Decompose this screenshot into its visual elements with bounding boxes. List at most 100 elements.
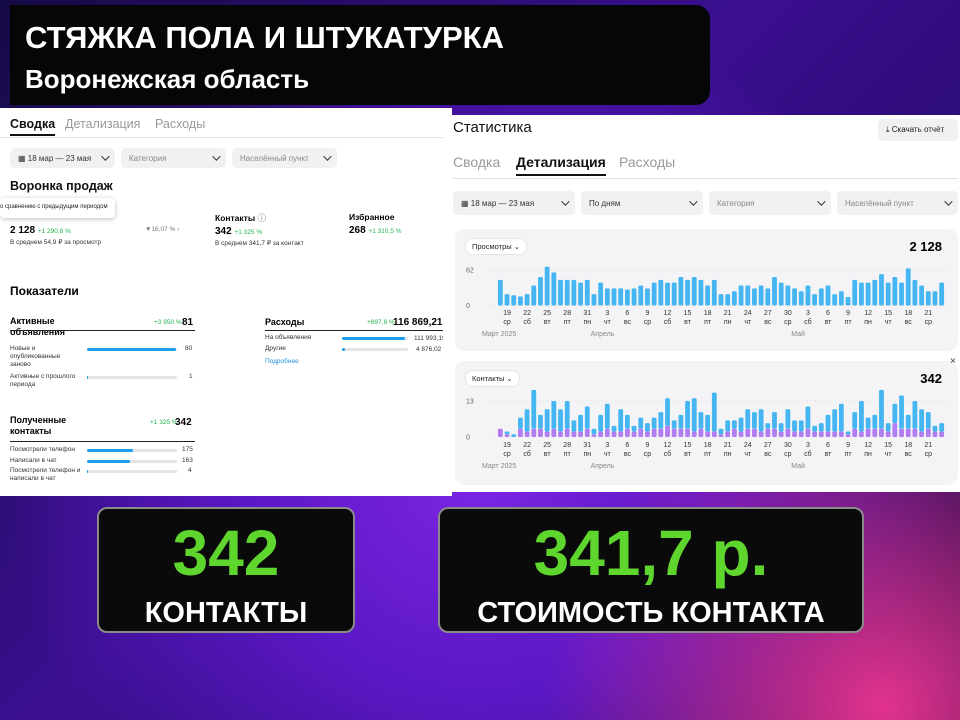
- x-tick-weekday: ср: [925, 319, 933, 326]
- close-icon[interactable]: ×: [950, 356, 956, 367]
- tab[interactable]: Детализация: [65, 117, 141, 131]
- bar-segment: [765, 423, 771, 429]
- tooltip: о сравнению с предыдущим периодом: [0, 198, 115, 218]
- bar-segment: [765, 428, 771, 437]
- change: +1 325 %: [150, 419, 178, 426]
- x-tick-weekday: чт: [885, 451, 893, 458]
- x-tick-weekday: вт: [825, 451, 833, 458]
- link[interactable]: Подробнее: [265, 358, 299, 365]
- bar-segment: [912, 428, 918, 437]
- divider: [10, 441, 195, 442]
- month-label: Март 2025: [482, 463, 516, 470]
- x-tick-label: 21: [924, 310, 932, 317]
- x-tick-label: 9: [645, 310, 649, 317]
- metric-value: 268 +1 310,5 %: [349, 225, 402, 236]
- x-tick-label: 30: [784, 442, 792, 449]
- x-tick-weekday: сб: [664, 450, 672, 458]
- x-tick-label: 12: [664, 442, 672, 449]
- bar-segment: [838, 431, 844, 437]
- x-tick-weekday: вс: [764, 451, 772, 458]
- bar: [765, 288, 771, 306]
- bar: [591, 294, 597, 306]
- filter[interactable]: Населённый пункт: [837, 191, 958, 215]
- filter[interactable]: ▦ 18 мар — 23 мая: [453, 191, 575, 215]
- bar-segment: [805, 406, 811, 429]
- bar: [671, 282, 677, 306]
- progress-fill: [87, 470, 89, 473]
- download-button[interactable]: ⤓ Скачать отчёт: [878, 119, 958, 141]
- x-tick-weekday: ср: [503, 451, 511, 458]
- bar-segment: [859, 400, 864, 432]
- bar-segment: [591, 434, 597, 437]
- bar-segment: [725, 420, 731, 432]
- bar: [838, 291, 844, 306]
- change: +3 950 %: [154, 319, 182, 326]
- chart-total: 2 128: [909, 239, 942, 254]
- tab[interactable]: Сводка: [453, 154, 501, 170]
- tab[interactable]: Расходы: [619, 154, 676, 170]
- filter-label: Населённый пункт: [845, 198, 914, 208]
- x-tick-label: 31: [583, 310, 591, 317]
- bar-segment: [645, 423, 650, 432]
- bar-segment: [731, 428, 737, 437]
- tab[interactable]: Расходы: [155, 117, 206, 131]
- filter[interactable]: ▦ 18 мар — 23 мая: [10, 148, 115, 168]
- indicator-value: 81: [182, 317, 194, 328]
- bar-segment: [832, 431, 838, 437]
- x-tick-label: 15: [684, 442, 692, 449]
- bar-segment: [772, 428, 777, 437]
- bar-segment: [925, 412, 931, 429]
- x-tick-weekday: ср: [925, 451, 933, 458]
- bar-segment: [792, 431, 797, 437]
- x-tick-label: 6: [625, 310, 629, 317]
- x-tick-weekday: пн: [724, 319, 732, 326]
- bar-segment: [584, 428, 590, 437]
- x-tick-weekday: пт: [845, 451, 853, 458]
- x-tick-label: 31: [583, 442, 591, 449]
- row-label: Посмотрели телефон и написали в чат: [10, 467, 81, 482]
- filter[interactable]: Населённый пункт: [232, 148, 337, 168]
- tab[interactable]: Сводка: [10, 117, 56, 136]
- bar: [564, 279, 570, 306]
- indicator-label: Активные объявления: [10, 316, 65, 337]
- bar: [825, 285, 831, 306]
- favorites-value: 268: [349, 225, 366, 236]
- y-tick-label: 0: [466, 303, 470, 310]
- bar: [698, 279, 704, 306]
- bar: [852, 279, 858, 306]
- x-tick-weekday: вс: [624, 319, 632, 326]
- bar-segment: [905, 414, 911, 429]
- bar-segment: [604, 403, 610, 429]
- bar-segment: [758, 431, 764, 437]
- metric-dropdown[interactable]: Контакты ⌄: [465, 370, 520, 387]
- bar-segment: [598, 431, 604, 437]
- progress-track: [342, 348, 408, 351]
- bar-segment: [865, 428, 871, 437]
- tab[interactable]: Детализация: [516, 154, 606, 176]
- conversion-value: 16,07 %: [151, 226, 176, 233]
- x-tick-label: 12: [864, 310, 872, 317]
- bar-segment: [752, 428, 757, 437]
- subtitle: Воронежская область: [25, 64, 310, 94]
- x-tick-label: 21: [724, 310, 732, 317]
- change: +1 325 %: [234, 229, 263, 236]
- x-tick-weekday: вт: [825, 319, 833, 326]
- row-value: 80: [185, 345, 193, 352]
- x-tick-weekday: ср: [784, 319, 792, 326]
- bar-segment: [711, 431, 717, 437]
- highlight-box: 342 КОНТАКТЫ: [97, 507, 355, 633]
- filter[interactable]: Категория: [121, 148, 226, 168]
- progress-fill: [342, 348, 345, 351]
- bar: [832, 294, 838, 306]
- x-tick-label: 21: [924, 442, 932, 449]
- metric-dropdown[interactable]: Просмотры ⌄: [465, 238, 528, 255]
- x-tick-weekday: чт: [744, 451, 752, 458]
- filter[interactable]: По дням: [581, 191, 703, 215]
- divider: [265, 330, 450, 331]
- x-tick-weekday: ср: [644, 319, 652, 326]
- bar-segment: [658, 412, 664, 429]
- filter[interactable]: Категория: [709, 191, 831, 215]
- bar: [885, 282, 891, 306]
- button-label: Скачать отчёт: [891, 125, 945, 134]
